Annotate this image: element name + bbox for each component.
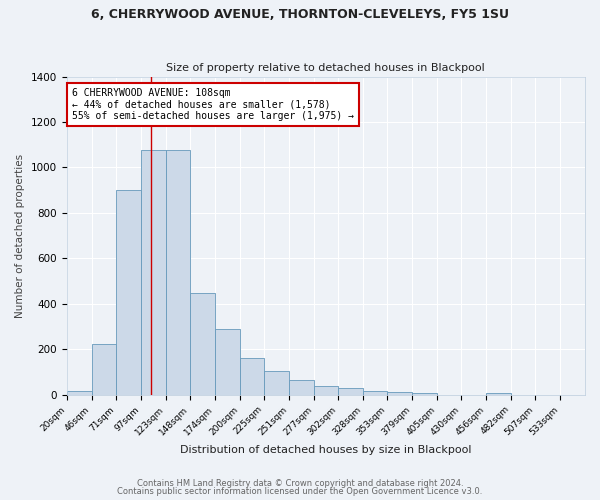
- Bar: [264, 371, 289, 395]
- Text: Contains HM Land Registry data © Crown copyright and database right 2024.: Contains HM Land Registry data © Crown c…: [137, 478, 463, 488]
- Bar: [289, 380, 314, 395]
- X-axis label: Distribution of detached houses by size in Blackpool: Distribution of detached houses by size …: [180, 445, 472, 455]
- Title: Size of property relative to detached houses in Blackpool: Size of property relative to detached ho…: [166, 63, 485, 73]
- Text: 6 CHERRYWOOD AVENUE: 108sqm
← 44% of detached houses are smaller (1,578)
55% of : 6 CHERRYWOOD AVENUE: 108sqm ← 44% of det…: [72, 88, 354, 121]
- Text: Contains public sector information licensed under the Open Government Licence v3: Contains public sector information licen…: [118, 487, 482, 496]
- Text: 6, CHERRYWOOD AVENUE, THORNTON-CLEVELEYS, FY5 1SU: 6, CHERRYWOOD AVENUE, THORNTON-CLEVELEYS…: [91, 8, 509, 20]
- Bar: [338, 388, 363, 395]
- Bar: [363, 391, 387, 395]
- Bar: [166, 150, 190, 395]
- Bar: [239, 358, 264, 395]
- Bar: [190, 292, 215, 395]
- Bar: [387, 392, 412, 395]
- Bar: [116, 190, 140, 395]
- Bar: [412, 392, 437, 395]
- Bar: [215, 329, 239, 395]
- Y-axis label: Number of detached properties: Number of detached properties: [15, 154, 25, 318]
- Bar: [140, 150, 166, 395]
- Bar: [92, 344, 116, 395]
- Bar: [314, 386, 338, 395]
- Bar: [486, 393, 511, 395]
- Bar: [67, 392, 92, 395]
